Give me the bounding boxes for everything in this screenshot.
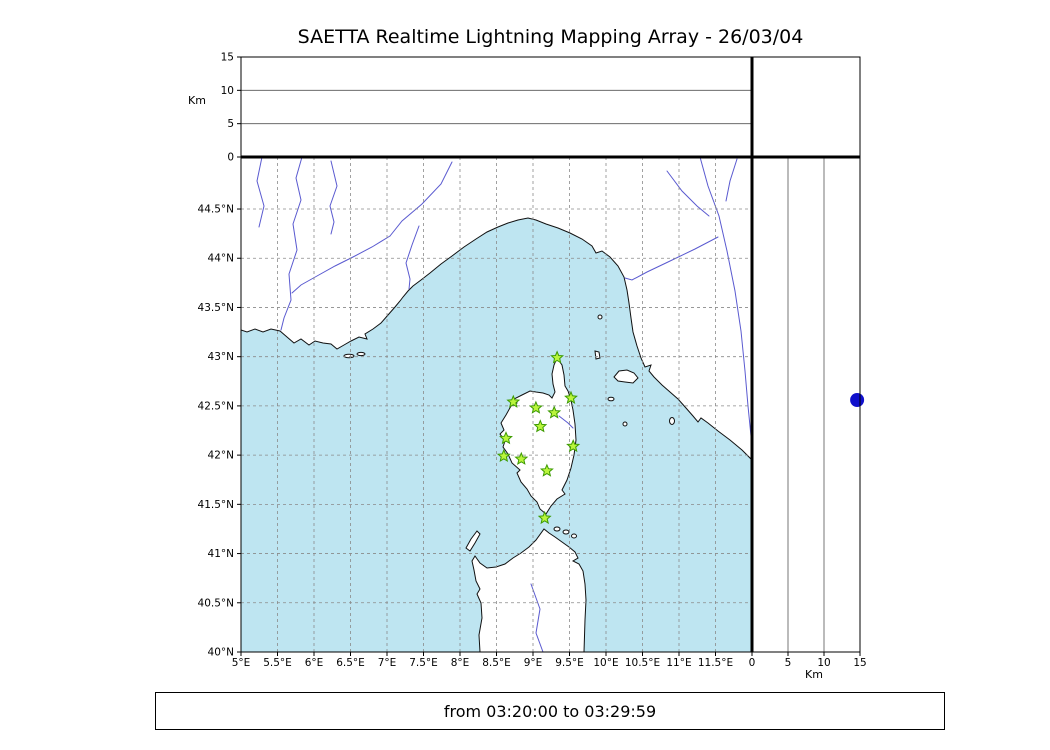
river bbox=[291, 235, 391, 294]
rivers bbox=[256, 157, 752, 652]
lightning-event-point bbox=[850, 392, 865, 407]
lon-tick-label: 7°E bbox=[378, 657, 397, 669]
km-tick-label: 15 bbox=[221, 52, 234, 64]
lon-tick-label: 11°E bbox=[666, 657, 691, 669]
river bbox=[725, 158, 738, 202]
river bbox=[256, 157, 265, 228]
lon-tick-label: 8.5°E bbox=[482, 657, 511, 669]
lat-tick-label: 44.5°N bbox=[198, 204, 234, 216]
lat-tick-label: 40°N bbox=[208, 647, 234, 659]
station-markers bbox=[496, 350, 581, 525]
station-marker bbox=[566, 438, 581, 453]
station-marker bbox=[537, 510, 552, 525]
station-marker bbox=[533, 419, 548, 433]
altitude-axis-unit-left: Km bbox=[188, 94, 206, 107]
km-tick-label: 10 bbox=[221, 85, 234, 97]
km-tick-label: 0 bbox=[227, 152, 234, 164]
lat-tick-label: 40.5°N bbox=[198, 597, 234, 609]
lon-tick-label: 6°E bbox=[305, 657, 324, 669]
lat-tick-label: 42.5°N bbox=[198, 400, 234, 412]
lat-tick-label: 41.5°N bbox=[198, 499, 234, 511]
lon-tick-label: 6.5°E bbox=[336, 657, 365, 669]
island-maddalena-3 bbox=[571, 533, 577, 539]
station-marker bbox=[550, 350, 565, 364]
mainland-coast bbox=[241, 157, 752, 461]
lon-tick-label: 8°E bbox=[451, 657, 470, 669]
lat-tick-label: 44°N bbox=[208, 253, 234, 265]
island-maddalena-2 bbox=[562, 529, 570, 535]
lat-tick-label: 43.5°N bbox=[198, 302, 234, 314]
lon-tick-label: 11.5°E bbox=[698, 657, 733, 669]
axis-tick-labels: 5°E 5.5°E 6°E 6.5°E 7°E 7.5°E 8°E 8.5°E 9°E 9.5°E… bbox=[198, 52, 867, 670]
station-marker bbox=[499, 431, 513, 445]
station-marker bbox=[539, 463, 554, 477]
island-pianosa bbox=[607, 396, 615, 402]
altitude-axis-unit-bottom: Km bbox=[805, 668, 823, 681]
lightning-events bbox=[850, 392, 865, 407]
map-panel bbox=[241, 157, 752, 652]
island-montecristo bbox=[622, 421, 628, 427]
lon-tick-label: 7.5°E bbox=[409, 657, 438, 669]
island-maddalena-1 bbox=[553, 526, 561, 532]
station-marker bbox=[496, 448, 511, 463]
river bbox=[329, 160, 338, 235]
axis-ticks bbox=[237, 56, 861, 656]
altitude-histogram-panel bbox=[752, 57, 860, 157]
island-capraia bbox=[594, 350, 601, 360]
outer-border bbox=[240, 56, 861, 653]
lon-tick-label: 5.5°E bbox=[263, 657, 292, 669]
river bbox=[666, 170, 710, 217]
lon-tick-label: 10.5°E bbox=[625, 657, 660, 669]
map-grid bbox=[241, 157, 752, 652]
island-hyeres-1 bbox=[343, 353, 355, 359]
corsica-coast bbox=[499, 356, 577, 515]
river bbox=[624, 236, 719, 281]
lon-tick-label: 5°E bbox=[232, 657, 251, 669]
sardinia-coast bbox=[471, 528, 587, 652]
station-marker bbox=[547, 405, 562, 419]
km-tick-label: 5 bbox=[227, 118, 234, 130]
island-gorgona bbox=[597, 314, 603, 320]
km-tick-label: 5 bbox=[785, 657, 792, 669]
lat-tick-label: 42°N bbox=[208, 450, 234, 462]
lon-tick-label: 9°E bbox=[524, 657, 543, 669]
lat-tick-label: 43°N bbox=[208, 351, 234, 363]
km-tick-label: 15 bbox=[853, 657, 866, 669]
axis-unit-labels: Km Km bbox=[188, 94, 823, 681]
river bbox=[699, 157, 752, 437]
station-marker bbox=[564, 390, 578, 404]
km-tick-label: 0 bbox=[749, 657, 756, 669]
time-range-box: from 03:20:00 to 03:29:59 bbox=[155, 692, 945, 730]
river bbox=[280, 157, 303, 331]
island-giglio bbox=[669, 417, 675, 425]
lon-tick-label: 9.5°E bbox=[555, 657, 584, 669]
river bbox=[530, 583, 544, 652]
km-tick-label: 10 bbox=[817, 657, 830, 669]
island-asinara bbox=[465, 530, 481, 552]
time-range-text: from 03:20:00 to 03:29:59 bbox=[443, 701, 657, 721]
panel-borders bbox=[240, 56, 861, 653]
station-marker bbox=[506, 394, 521, 408]
land-masses bbox=[241, 157, 752, 652]
river bbox=[389, 161, 453, 237]
river bbox=[405, 225, 420, 290]
river bbox=[558, 415, 574, 429]
station-marker bbox=[514, 451, 529, 465]
island-elba bbox=[613, 369, 639, 384]
station-marker bbox=[528, 400, 543, 414]
lat-tick-label: 41°N bbox=[208, 548, 234, 560]
figure-title: SAETTA Realtime Lightning Mapping Array … bbox=[297, 26, 804, 48]
lon-tick-label: 10°E bbox=[593, 657, 618, 669]
projection-panel-gridlines bbox=[241, 89, 825, 652]
island-hyeres-2 bbox=[356, 351, 366, 357]
